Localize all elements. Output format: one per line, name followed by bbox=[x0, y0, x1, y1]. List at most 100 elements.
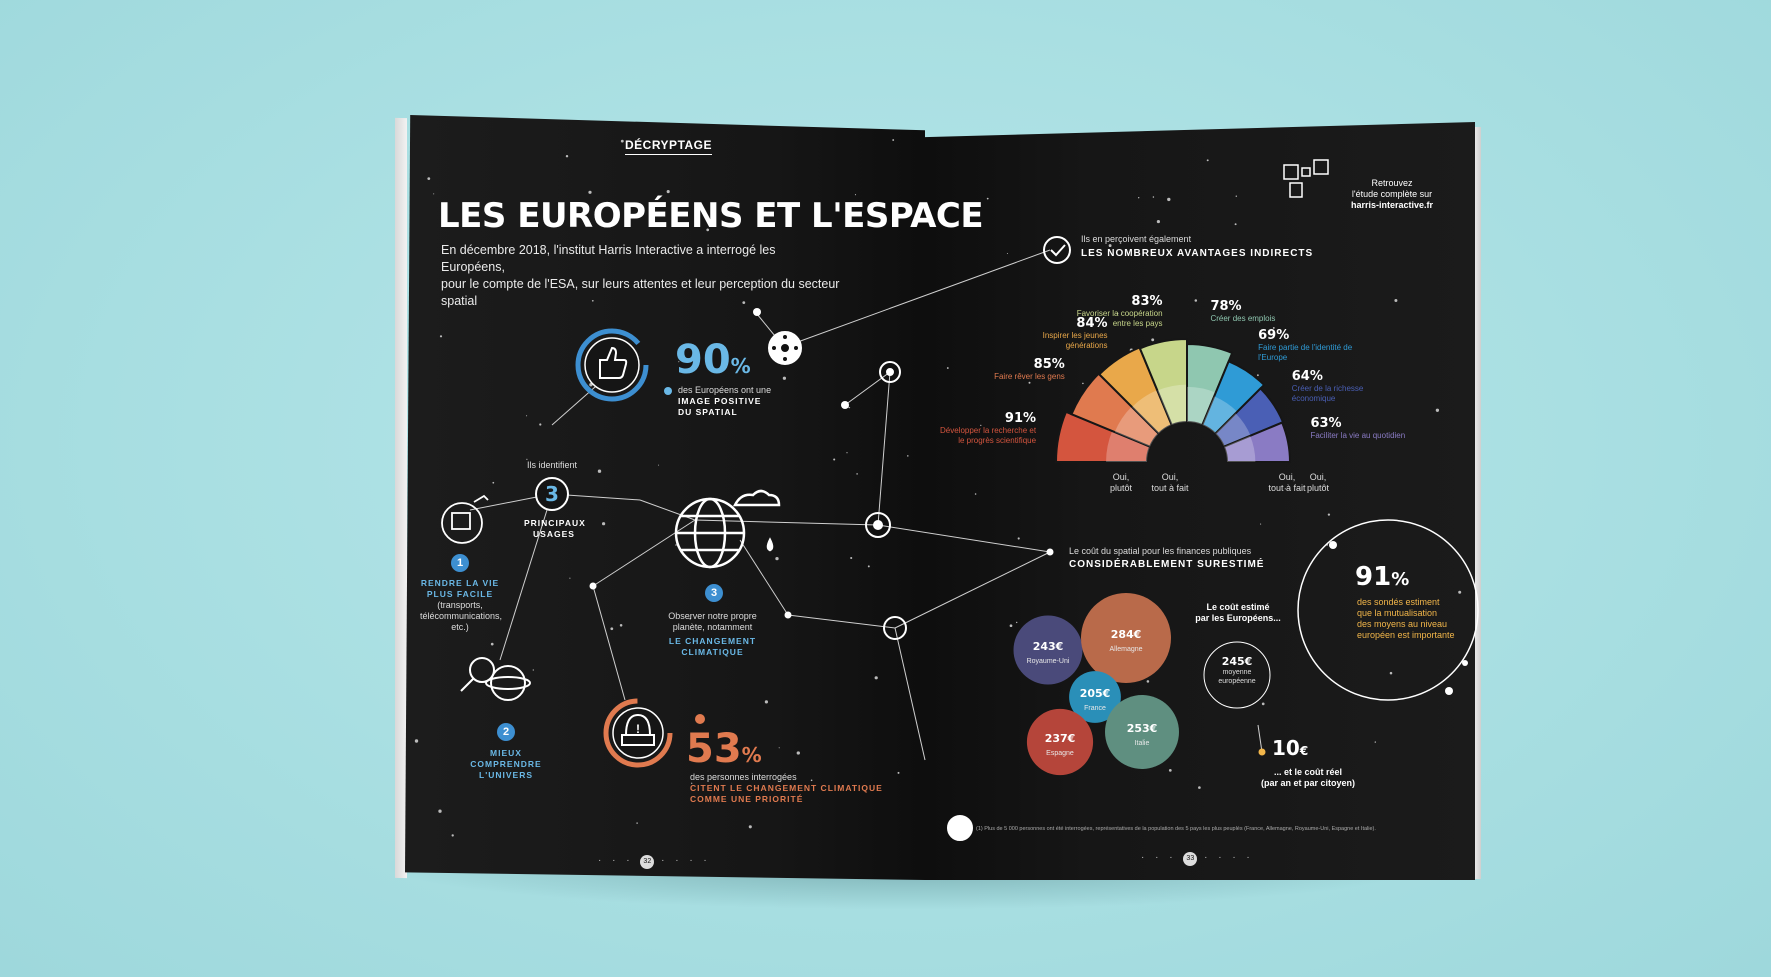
radial-segment-inner bbox=[1106, 431, 1151, 462]
usage-1-badge: 1 bbox=[451, 554, 469, 572]
radial-label-value: 83% bbox=[1131, 293, 1163, 309]
star bbox=[689, 617, 692, 620]
radial-label-text: Favoriser la coopération entre les pays bbox=[1076, 308, 1163, 328]
star bbox=[1116, 312, 1119, 315]
usages-count: 3 bbox=[545, 482, 559, 506]
satellite-icon bbox=[441, 494, 489, 544]
radial-label: 78% Créer des emplois bbox=[1210, 299, 1310, 324]
usage-1-line2: PLUS FACILE bbox=[426, 589, 494, 599]
stat-90-line1: des Européens ont une bbox=[678, 385, 772, 395]
usage-3-line3: LE CHANGEMENT bbox=[668, 636, 757, 646]
star bbox=[1016, 621, 1018, 624]
star bbox=[658, 464, 660, 466]
stat-90: 90% bbox=[675, 337, 751, 383]
retrouvez-block: Retrouvez l'étude complète sur harris-in… bbox=[1342, 178, 1442, 211]
real-cost-unit: € bbox=[1299, 744, 1309, 758]
real-cost-line1: ... et le coût réel bbox=[1273, 767, 1343, 777]
star bbox=[597, 469, 602, 473]
axis-tout-left-1: Oui, bbox=[1161, 472, 1179, 482]
cost-line2: CONSIDÉRABLEMENT SURESTIMÉ bbox=[1069, 559, 1265, 570]
star bbox=[414, 739, 419, 743]
radial-label-value: 69% bbox=[1258, 328, 1290, 344]
bubble-value: 253€ bbox=[1127, 722, 1158, 735]
radial-label-value: 85% bbox=[1033, 356, 1065, 372]
stat-53-line2: CITENT LE CHANGEMENT CLIMATIQUE bbox=[690, 783, 883, 793]
radial-label-text: Inspirer les jeunes générations bbox=[1042, 330, 1108, 350]
star bbox=[427, 177, 431, 180]
star bbox=[588, 190, 592, 194]
star bbox=[678, 361, 680, 363]
estimate-line1: Le coût estimé bbox=[1206, 602, 1270, 612]
star bbox=[796, 751, 800, 755]
star bbox=[1260, 523, 1262, 525]
radial-label-text: Créer des emplois bbox=[1210, 313, 1276, 323]
constellation-nodes bbox=[589, 308, 1468, 756]
radial-label: 63% Faciliter la vie au quotidien bbox=[1310, 416, 1410, 441]
retrouvez-line2: l'étude complète sur bbox=[1351, 189, 1433, 199]
usage-3-badge: 3 bbox=[705, 584, 723, 602]
axis-oui-plutot-left-2: plutôt bbox=[1109, 483, 1133, 493]
radial-label-text: Créer de la richesse économique bbox=[1291, 383, 1364, 403]
radial-segment-inner bbox=[1157, 384, 1187, 426]
axis-tout-right: Oui, tout à fait bbox=[1262, 472, 1312, 494]
radial-label: 84% Inspirer les jeunes générations bbox=[1008, 316, 1108, 351]
stat-91-unit: % bbox=[1391, 569, 1410, 590]
star bbox=[850, 556, 853, 560]
estimate-line2: par les Européens... bbox=[1195, 613, 1281, 623]
usage-3-line2: planète, notamment bbox=[672, 622, 753, 632]
advantages-heading: Ils en perçoivent également LES NOMBREUX… bbox=[1081, 234, 1313, 259]
usage-2-text: MIEUX COMPRENDRE L'UNIVERS bbox=[466, 748, 546, 781]
star bbox=[619, 624, 623, 627]
cost-line1: Le coût du spatial pour les finances pub… bbox=[1069, 546, 1252, 556]
stat-90-value: 90 bbox=[675, 337, 731, 383]
star bbox=[591, 299, 594, 302]
retrouvez-url[interactable]: harris-interactive.fr bbox=[1350, 200, 1434, 210]
radial-segment bbox=[1213, 387, 1285, 448]
axis-tout-right-2: tout à fait bbox=[1268, 483, 1306, 493]
bubble-label: Italie bbox=[1135, 740, 1150, 747]
usage-2-line3: L'UNIVERS bbox=[479, 770, 533, 780]
star bbox=[439, 335, 443, 338]
bubble bbox=[1081, 593, 1171, 683]
star bbox=[1458, 590, 1462, 594]
star bbox=[636, 822, 638, 824]
radial-label-value: 84% bbox=[1076, 315, 1108, 331]
right-page bbox=[925, 122, 1475, 880]
stat-91-line1: des sondés estiment bbox=[1357, 597, 1440, 607]
radial-label-value: 91% bbox=[1004, 410, 1037, 426]
radial-label: 83% Favoriser la coopération entre les pa… bbox=[1063, 294, 1163, 329]
average-line2: européenne bbox=[1218, 678, 1256, 685]
radial-segment bbox=[1222, 421, 1292, 463]
star bbox=[1234, 223, 1237, 226]
average-value: 245€ bbox=[1221, 655, 1253, 668]
radial-segment bbox=[1097, 346, 1173, 436]
star bbox=[856, 473, 858, 475]
star bbox=[892, 139, 895, 141]
radial-segment-inner bbox=[1114, 406, 1159, 447]
star bbox=[1389, 671, 1393, 675]
bubble bbox=[1013, 615, 1083, 685]
star bbox=[433, 193, 435, 195]
star bbox=[1272, 326, 1275, 329]
star bbox=[666, 190, 670, 194]
radial-label-value: 63% bbox=[1310, 416, 1342, 432]
section-tag: DÉCRYPTAGE bbox=[625, 138, 713, 155]
svg-text:!: ! bbox=[636, 722, 640, 736]
check-icon bbox=[1050, 244, 1066, 257]
star bbox=[526, 458, 528, 460]
star bbox=[1146, 680, 1150, 683]
stat-91-line4: européen est importante bbox=[1357, 630, 1455, 640]
usage-1-line4: télécommunications, bbox=[420, 611, 503, 621]
advantages-line2: LES NOMBREUX AVANTAGES INDIRECTS bbox=[1081, 248, 1314, 259]
usage-1-text: RENDRE LA VIE PLUS FACILE (transports, t… bbox=[420, 578, 503, 633]
intro-text: En décembre 2018, l'institut Harris Inte… bbox=[441, 242, 841, 310]
magnifier-icon bbox=[460, 657, 531, 701]
usage-2-badge: 2 bbox=[497, 723, 515, 741]
radial-segment-inner bbox=[1131, 390, 1172, 434]
star bbox=[1028, 381, 1031, 384]
star bbox=[1261, 702, 1265, 706]
star-field bbox=[414, 139, 1462, 837]
radial-label: 91% Développer la recherche et le progrès… bbox=[936, 411, 1036, 446]
star bbox=[1009, 624, 1013, 628]
usage-1-line3: (transports, bbox=[437, 600, 483, 610]
